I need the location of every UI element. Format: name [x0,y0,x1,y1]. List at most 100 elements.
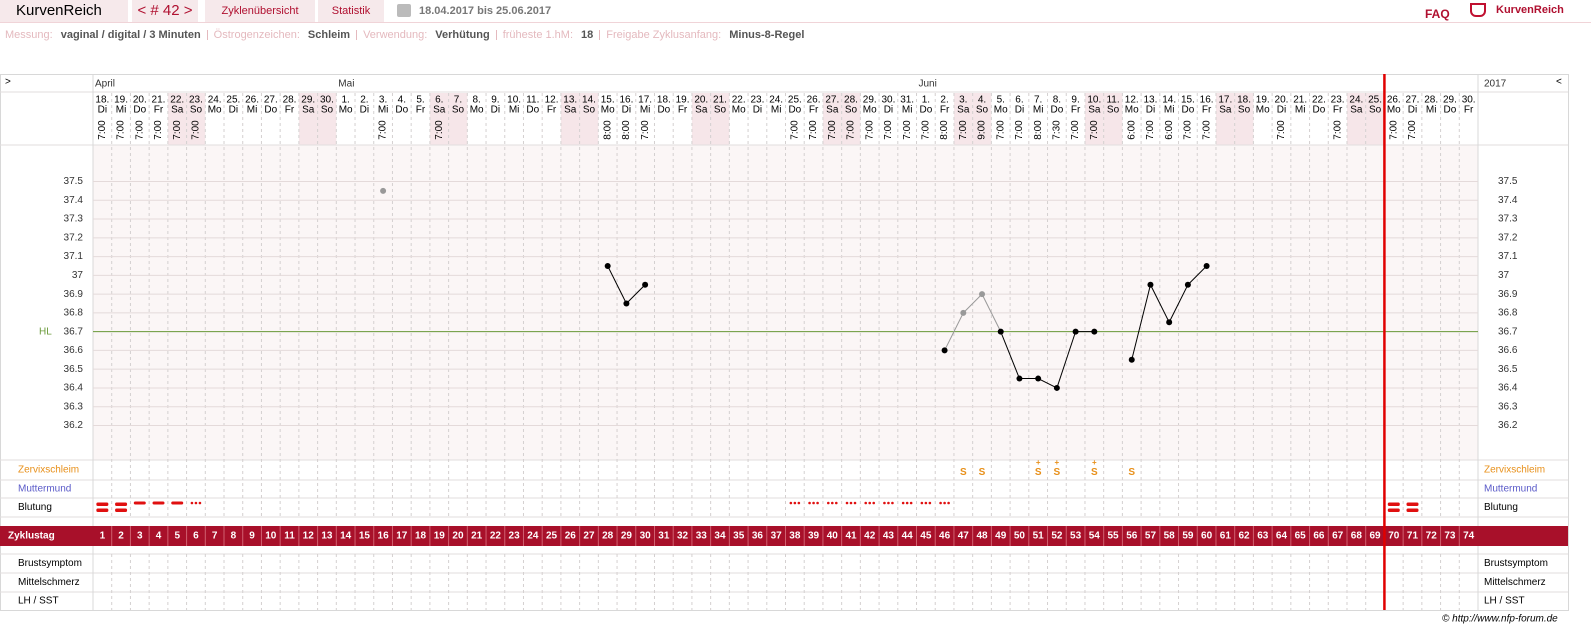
date-label: 7. [454,95,462,106]
y-tick-label: 36.5 [64,364,84,375]
logo-text[interactable]: KurvenReich [1496,4,1564,16]
y-tick-label: 37 [72,270,84,281]
cycle-day: 31 [658,531,670,542]
date-label: 1. [341,95,349,106]
weekend-shade [841,93,861,145]
date-range: 18.04.2017 bis 25.06.2017 [419,5,552,17]
next-arrow[interactable]: < [1556,77,1562,88]
bleeding-dot [793,501,797,505]
time-label: 7:00 [153,120,164,140]
date-label: 3. [379,95,387,106]
mucus-modifier: + [1036,458,1041,467]
weekday-label: Fr [1333,105,1343,116]
weekday-label: So [583,105,596,116]
y-tick-label: 36.8 [64,308,84,319]
time-label: 7:00 [958,120,969,140]
y-tick-label: 37.4 [64,195,84,206]
bleeding-dot [909,501,913,505]
bleeding-mark [920,501,932,505]
time-label: 8:00 [939,120,950,140]
date-label: 26. [245,95,259,106]
weekend-shade [167,93,187,145]
stats-tab[interactable]: Statistik [318,0,384,22]
date-label: 25. [1368,95,1382,106]
date-label: 28. [844,95,858,106]
y-tick-label: 37.2 [64,232,84,243]
cycle-day: 63 [1257,531,1269,542]
date-label: 14. [582,95,596,106]
mucus-symbol: S [1054,467,1061,478]
date-label: 5. [997,95,1005,106]
cycle-day: 32 [677,531,689,542]
prev-arrow[interactable]: > [5,77,11,88]
cycle-day: 60 [1201,531,1213,542]
temp-point [1072,328,1079,335]
y-tick-label: 36.9 [64,289,84,300]
weekday-label: Di [1015,105,1024,116]
date-label: 18. [1237,95,1251,106]
temp-segment [1150,284,1170,323]
bleeding-mark [115,502,128,512]
row-label: Zervixschleim [18,465,79,476]
time-label: 7:00 [789,120,800,140]
print-icon[interactable] [397,4,411,17]
row-label: Brustsymptom [1484,558,1548,569]
weekday-label: Di [98,105,107,116]
bleeding-bar [115,508,128,512]
y-tick-label: 37.2 [1498,232,1518,243]
weekday-label: Di [1408,105,1417,116]
cycle-day: 70 [1388,531,1400,542]
date-label: 8. [1053,95,1061,106]
time-label: 7:00 [134,120,145,140]
overview-tab[interactable]: Zyklenübersicht [205,0,315,22]
weekday-label: Do [395,105,408,116]
temp-point [380,187,387,194]
bleeding-mark [1387,502,1400,512]
weekday-label: Do [1313,105,1326,116]
time-label: 8:00 [1033,120,1044,140]
brand[interactable]: KurvenReich [0,0,128,22]
cycle-day: 73 [1444,531,1456,542]
faq-link[interactable]: FAQ [1425,7,1450,21]
month-label: Mai [338,79,354,90]
date-label: 18. [95,95,109,106]
weekday-label: Mo [601,105,615,116]
date-label: 28. [283,95,297,106]
weekday-label: Fr [285,105,295,116]
y-tick-label: 36.7 [64,326,84,337]
y-tick-label: 37.3 [1498,214,1518,225]
y-tick-label: 37.5 [1498,176,1518,187]
time-label: 7:00 [864,120,875,140]
cycle-day: 59 [1182,531,1194,542]
temp-segment [607,265,627,304]
time-label: 7:00 [995,120,1006,140]
cycle-day: 51 [1033,531,1045,542]
date-label: 26. [807,95,821,106]
row-label: Muttermund [1484,484,1537,495]
cycle-day: 39 [808,531,820,542]
cycle-day: 68 [1351,531,1363,542]
weekday-label: Do [133,105,146,116]
y-tick-label: 36.4 [64,383,84,394]
date-label: 13. [1144,95,1158,106]
bleeding-mark [864,501,876,505]
weekday-label: Fr [547,105,557,116]
y-tick-label: 36.2 [1498,420,1518,431]
weekday-label: Sa [1219,105,1232,116]
bleeding-dot [887,501,890,505]
weekday-label: So [1107,105,1120,116]
cycle-nav[interactable]: < # 42 > [132,0,198,22]
info-label: früheste 1.hM: [502,29,574,41]
weekday-label: Mi [1426,105,1437,116]
bleeding-dot [198,501,202,505]
cycle-day: 56 [1126,531,1138,542]
date-label: 9. [491,95,499,106]
bleeding-dot [816,501,819,505]
bleeding-mark [171,501,184,505]
date-label: 12. [545,95,559,106]
weekday-label: Mi [1295,105,1306,116]
cycle-day: 3 [137,531,143,542]
weekday-label: Do [788,105,801,116]
cycle-day: 38 [789,531,801,542]
weekend-shade [822,93,842,145]
